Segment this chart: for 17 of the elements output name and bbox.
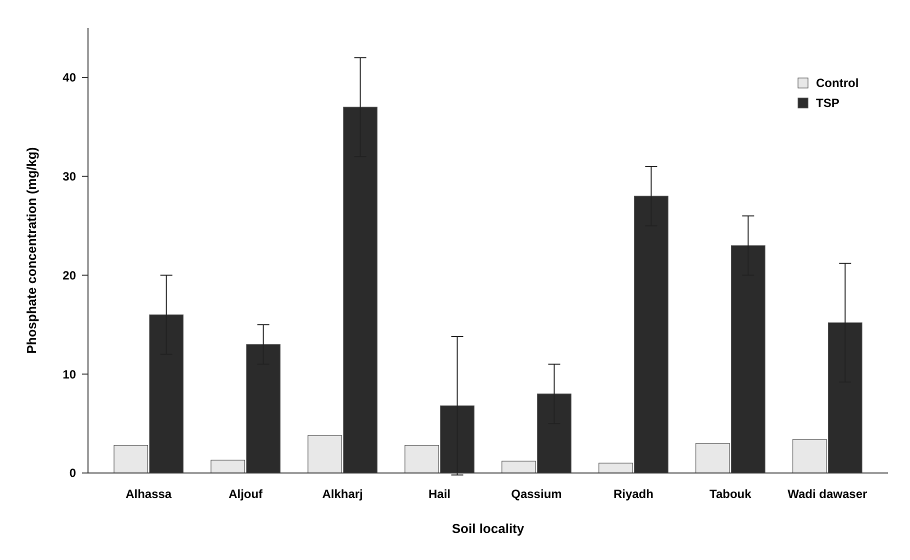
y-tick-label: 40 — [62, 70, 76, 85]
y-tick-label: 20 — [62, 268, 76, 282]
x-tick-label: Wadi dawaser — [788, 487, 868, 501]
y-tick-label: 0 — [69, 466, 76, 480]
x-tick-label: Hail — [428, 487, 451, 501]
legend-label: TSP — [816, 96, 840, 110]
x-tick-label: Qassium — [511, 487, 562, 501]
y-tick-label: 10 — [62, 367, 76, 382]
x-tick-label: Alhassa — [126, 487, 172, 501]
x-tick-label: Alkharj — [322, 487, 363, 501]
x-tick-label: Riyadh — [613, 487, 654, 501]
x-tick-label: Tabouk — [710, 487, 752, 501]
x-tick-label: Aljouf — [228, 487, 264, 501]
legend-label: Control — [816, 76, 859, 90]
y-tick-label: 30 — [62, 170, 76, 184]
y-axis-title: Phosphate concentration (mg/kg) — [24, 147, 39, 354]
x-axis-title: Soil locality — [452, 521, 525, 536]
